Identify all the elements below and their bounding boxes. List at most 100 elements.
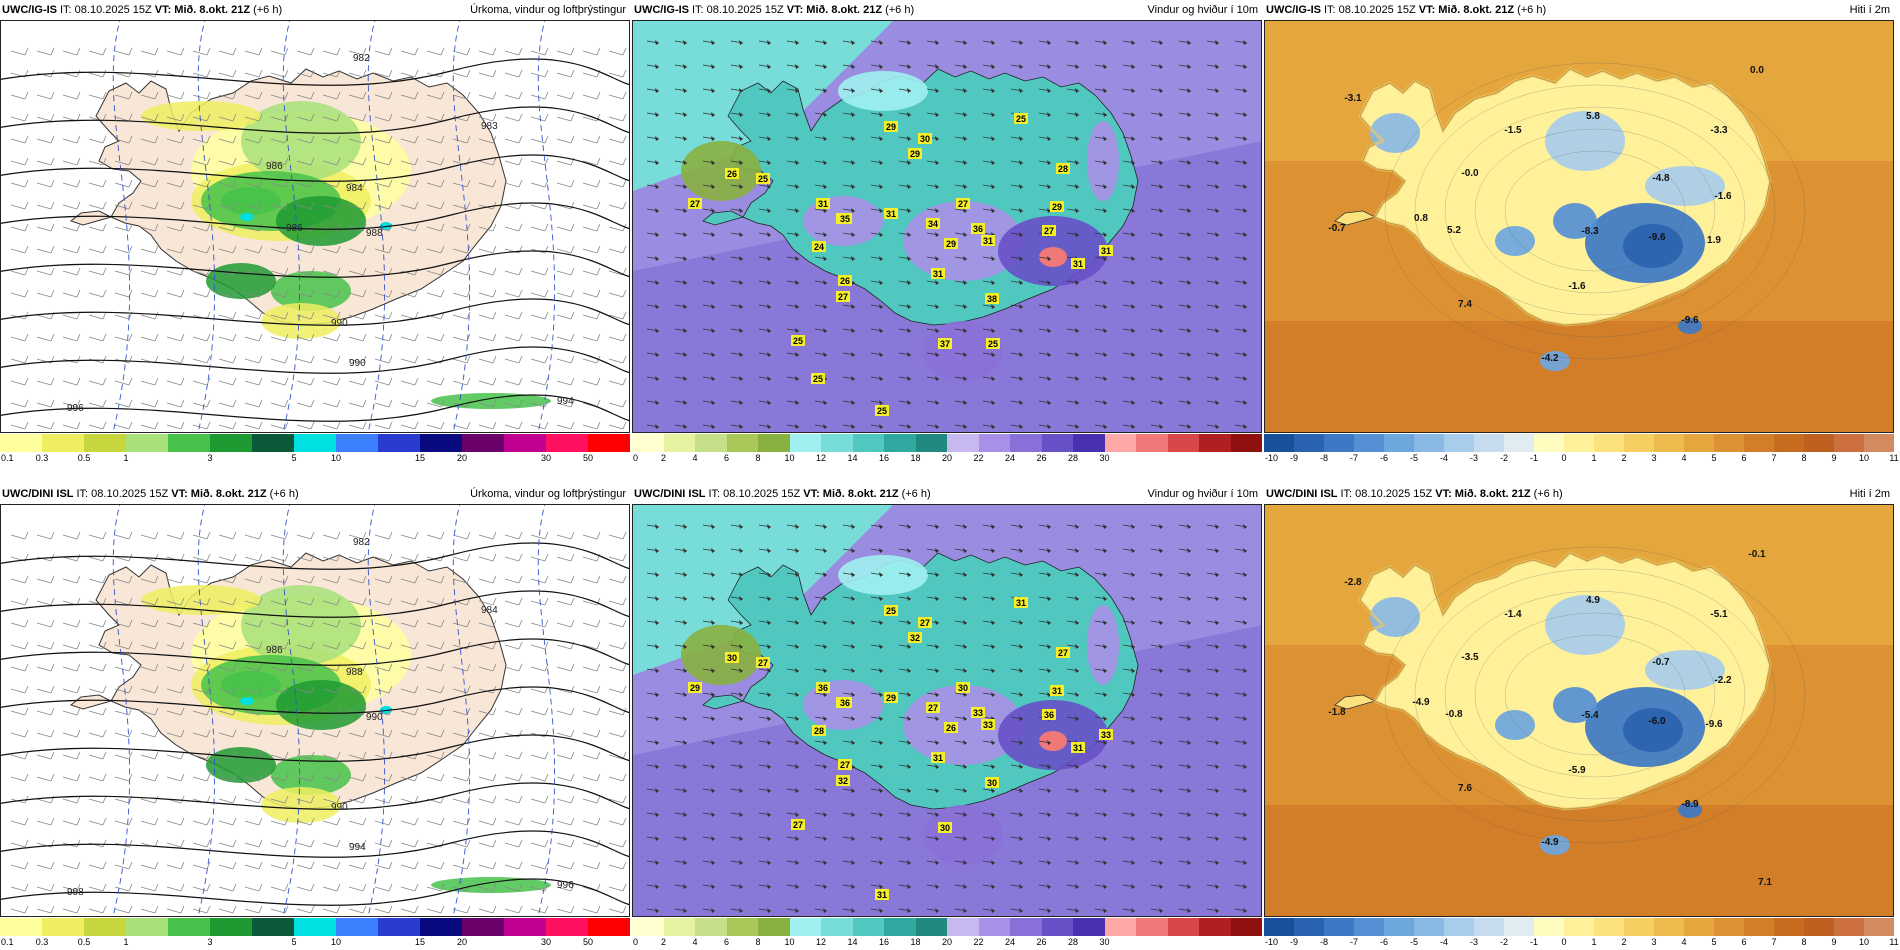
colorbar-label: 16 [878,453,890,463]
colorbar-swatch [1714,434,1744,452]
model-name: UWC/DINI ISL [2,488,74,500]
colorbar-swatch [915,434,947,452]
model-name: UWC/IG-IS [634,4,689,16]
colorbar-swatch [1474,434,1504,452]
gust-label: 30 [938,822,952,833]
colorbar-swatch [1136,918,1168,936]
isobar-label: 986 [286,223,303,234]
colorbar-swatch [884,434,916,452]
colorbar-swatch [1136,434,1168,452]
svg-text:30: 30 [920,134,930,144]
colorbar-label: -7 [1349,453,1359,463]
colorbar-label: 0 [1561,453,1567,463]
colorbar-label: -4 [1439,453,1449,463]
product-name: Hiti í 2m [1849,4,1890,16]
colorbar-label: 0.1 [1,453,14,463]
colorbar-label: -2 [1499,453,1509,463]
gust-label: 29 [908,148,922,159]
colorbar-swatch [210,918,252,936]
colorbar-swatch [1804,918,1834,936]
colorbar-swatch [1714,918,1744,936]
colorbar-label: 12 [815,937,827,947]
colorbar-label: 10 [330,453,342,463]
colorbar-swatch [126,434,168,452]
colorbar-swatch [947,434,979,452]
temperature-label: -9.6 [1681,315,1699,326]
colorbar-swatch [632,918,664,936]
gust-label: 28 [1056,163,1070,174]
svg-text:26: 26 [946,723,956,733]
isobar-label: 984 [481,605,498,616]
colorbar-swatch [1444,918,1474,936]
colorbar-swatch [852,434,884,452]
temperature-label: -6.0 [1648,716,1666,727]
forecast-step: (+6 h) [1533,488,1563,500]
gust-label: 27 [956,198,970,209]
colorbar-label: 11 [1889,453,1899,463]
colorbar-swatch [0,918,42,936]
product-name: Úrkoma, vindur og loftþrýstingur [470,4,626,16]
temperature-label: 5.2 [1447,225,1461,236]
colorbar-label: 50 [582,937,594,947]
temperature-label: -4.2 [1541,353,1559,364]
svg-text:29: 29 [886,122,896,132]
temperature-label: -0.7 [1328,223,1346,234]
map-area: -2.8 -0.1 4.9 -1.4 -5.1 -3.5 -0.7 -2.2 -4.9 -1.8 -… [1264,504,1894,917]
isobar-label: 988 [366,228,383,239]
colorbar-swatch [1354,918,1384,936]
isobar-label: 986 [266,645,283,656]
colorbar-swatch [1010,434,1042,452]
init-time: IT: 08.10.2025 15Z [76,488,169,500]
colorbar-swatch [1864,918,1894,936]
colorbar-label: 22 [973,453,984,463]
colorbar: 0 2 4 6 8 10 12 14 16 18 20 22 24 26 28 30 [632,918,1262,949]
gust-label: 36 [816,682,830,693]
colorbar: -10 -9 -8 -7 -6 -5 -4 -3 -2 -1 0 1 2 3 4 5 6 7 8 9 10 11 [1264,918,1899,949]
gust-label: 30 [725,652,739,663]
svg-text:25: 25 [1016,114,1026,124]
valid-time: VT: Mið. 8.okt. 21Z [803,488,899,500]
colorbar-swatch [546,918,588,936]
isobar-label: 986 [266,161,283,172]
product-name: Vindur og hviður í 10m [1147,488,1258,500]
colorbar-swatch [663,918,695,936]
colorbar-swatch [632,434,664,452]
gust-label: 32 [908,632,922,643]
svg-text:25: 25 [886,606,896,616]
valid-time: VT: Mið. 8.okt. 21Z [171,488,267,500]
colorbar-swatch [1744,434,1774,452]
colorbar-swatch [1294,434,1324,452]
colorbar-label: 11 [1889,937,1899,947]
colorbar-swatch [758,918,790,936]
colorbar-label: 0.5 [77,937,91,947]
colorbar-label: -5 [1409,937,1419,947]
panel-dini-wind: UWC/DINI ISL IT: 08.10.2025 15Z VT: Mið. 8… [632,484,1262,949]
colorbar-label: 3 [207,453,213,463]
temperature-label: -3.1 [1344,93,1362,104]
colorbar-swatch [1684,434,1714,452]
colorbar-swatch [1834,434,1864,452]
colorbar-swatch [84,918,126,936]
colorbar-swatch [504,434,546,452]
svg-text:27: 27 [690,199,700,209]
gust-label: 30 [918,133,932,144]
colorbar: 0.1 0.3 0.5 1 3 5 10 15 20 30 50 [0,434,630,465]
colorbar-label: 8 [755,937,761,947]
svg-text:31: 31 [933,269,943,279]
gust-label: 35 [838,213,852,224]
colorbar-label: -8 [1319,453,1329,463]
colorbar-swatch [504,918,546,936]
colorbar-label: 10 [784,453,795,463]
colorbar-swatch [1504,918,1534,936]
panel-title: UWC/DINI ISL IT: 08.10.2025 15Z VT: Mið. 8… [634,488,931,500]
colorbar-label: 4 [1681,937,1687,947]
gust-label: 29 [884,121,898,132]
gust-label: 30 [956,682,970,693]
svg-text:31: 31 [1052,686,1062,696]
colorbar-label: 1 [1591,937,1597,947]
svg-text:27: 27 [1058,648,1068,658]
temperature-label: -5.9 [1568,765,1586,776]
colorbar-swatch [420,434,462,452]
colorbar-swatch [588,918,630,936]
colorbar-label: 28 [1067,937,1079,947]
